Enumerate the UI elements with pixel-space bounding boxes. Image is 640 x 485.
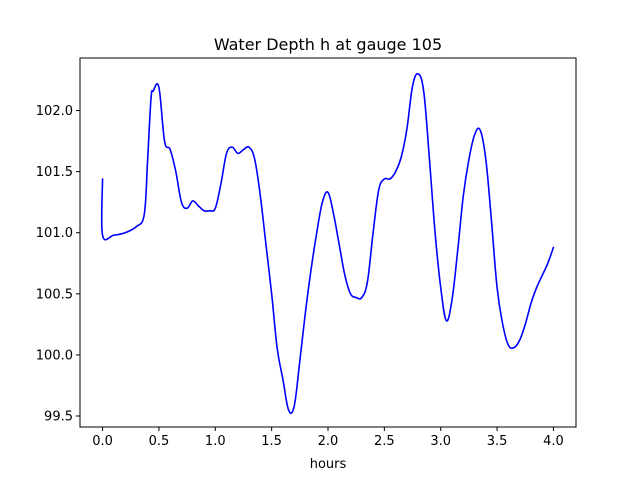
x-axis: 0.0 0.5 1.0 1.5 2.0 2.5 3.0 3.5 4.0 — [92, 427, 564, 449]
x-tick-label: 0.0 — [92, 434, 113, 449]
y-tick-label: 101.0 — [36, 226, 73, 241]
x-tick-label: 3.5 — [487, 434, 508, 449]
plot-area — [80, 58, 576, 427]
y-tick-label: 100.0 — [36, 348, 73, 363]
y-tick-label: 100.5 — [36, 287, 73, 302]
series-layer — [100, 72, 555, 414]
x-tick-label: 0.5 — [149, 434, 170, 449]
chart-title: Water Depth h at gauge 105 — [214, 35, 442, 54]
y-axis: 99.5 100.0 100.5 101.0 101.5 102.0 — [36, 104, 80, 425]
x-tick-label: 1.5 — [261, 434, 282, 449]
series-line-1 — [100, 72, 555, 414]
y-tick-label: 99.5 — [44, 410, 73, 425]
x-axis-label: hours — [310, 457, 347, 472]
x-tick-label: 3.0 — [430, 434, 451, 449]
y-tick-label: 101.5 — [36, 165, 73, 180]
x-tick-label: 4.0 — [543, 434, 564, 449]
x-tick-label: 2.5 — [374, 434, 395, 449]
x-tick-label: 1.0 — [205, 434, 226, 449]
x-tick-label: 2.0 — [318, 434, 339, 449]
y-tick-label: 102.0 — [36, 104, 73, 119]
